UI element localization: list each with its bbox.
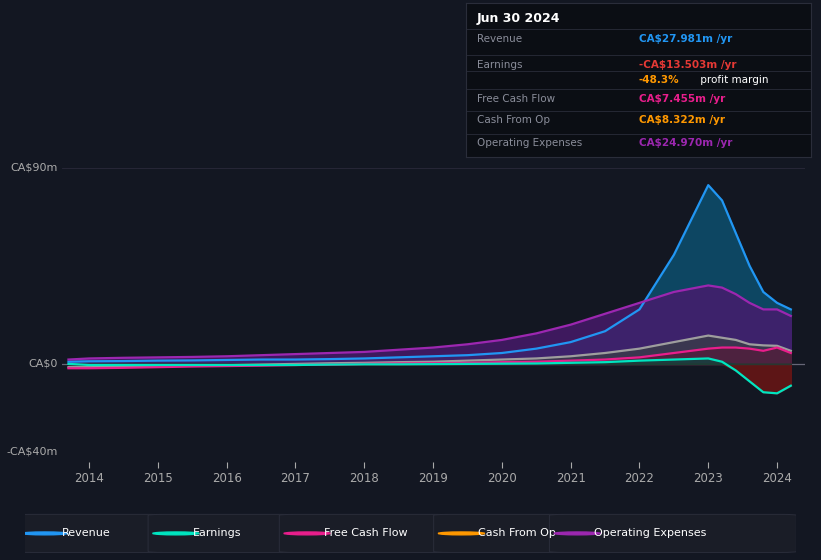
FancyBboxPatch shape: [17, 514, 163, 552]
Text: Cash From Op: Cash From Op: [477, 115, 550, 125]
Text: Earnings: Earnings: [477, 60, 522, 70]
Text: Operating Expenses: Operating Expenses: [477, 138, 582, 148]
Text: Earnings: Earnings: [193, 529, 241, 538]
Text: -48.3%: -48.3%: [639, 75, 679, 85]
Text: Jun 30 2024: Jun 30 2024: [477, 12, 560, 25]
Circle shape: [438, 532, 484, 535]
Text: CA$24.970m /yr: CA$24.970m /yr: [639, 138, 732, 148]
FancyBboxPatch shape: [148, 514, 295, 552]
Text: Cash From Op: Cash From Op: [479, 529, 557, 538]
Text: CA$27.981m /yr: CA$27.981m /yr: [639, 34, 732, 44]
FancyBboxPatch shape: [433, 514, 565, 552]
FancyBboxPatch shape: [279, 514, 449, 552]
Text: CA$8.322m /yr: CA$8.322m /yr: [639, 115, 725, 125]
FancyBboxPatch shape: [549, 514, 796, 552]
Text: Revenue: Revenue: [62, 529, 110, 538]
Text: Free Cash Flow: Free Cash Flow: [324, 529, 408, 538]
Text: Free Cash Flow: Free Cash Flow: [477, 94, 555, 104]
Text: -CA$40m: -CA$40m: [7, 446, 57, 456]
Text: -CA$13.503m /yr: -CA$13.503m /yr: [639, 60, 736, 70]
Circle shape: [284, 532, 330, 535]
Text: Revenue: Revenue: [477, 34, 522, 44]
Circle shape: [21, 532, 68, 535]
Text: Operating Expenses: Operating Expenses: [594, 529, 707, 538]
Circle shape: [554, 532, 600, 535]
Circle shape: [153, 532, 199, 535]
Text: CA$90m: CA$90m: [11, 163, 57, 172]
Text: profit margin: profit margin: [697, 75, 768, 85]
Text: CA$7.455m /yr: CA$7.455m /yr: [639, 94, 725, 104]
Text: CA$0: CA$0: [29, 359, 57, 369]
